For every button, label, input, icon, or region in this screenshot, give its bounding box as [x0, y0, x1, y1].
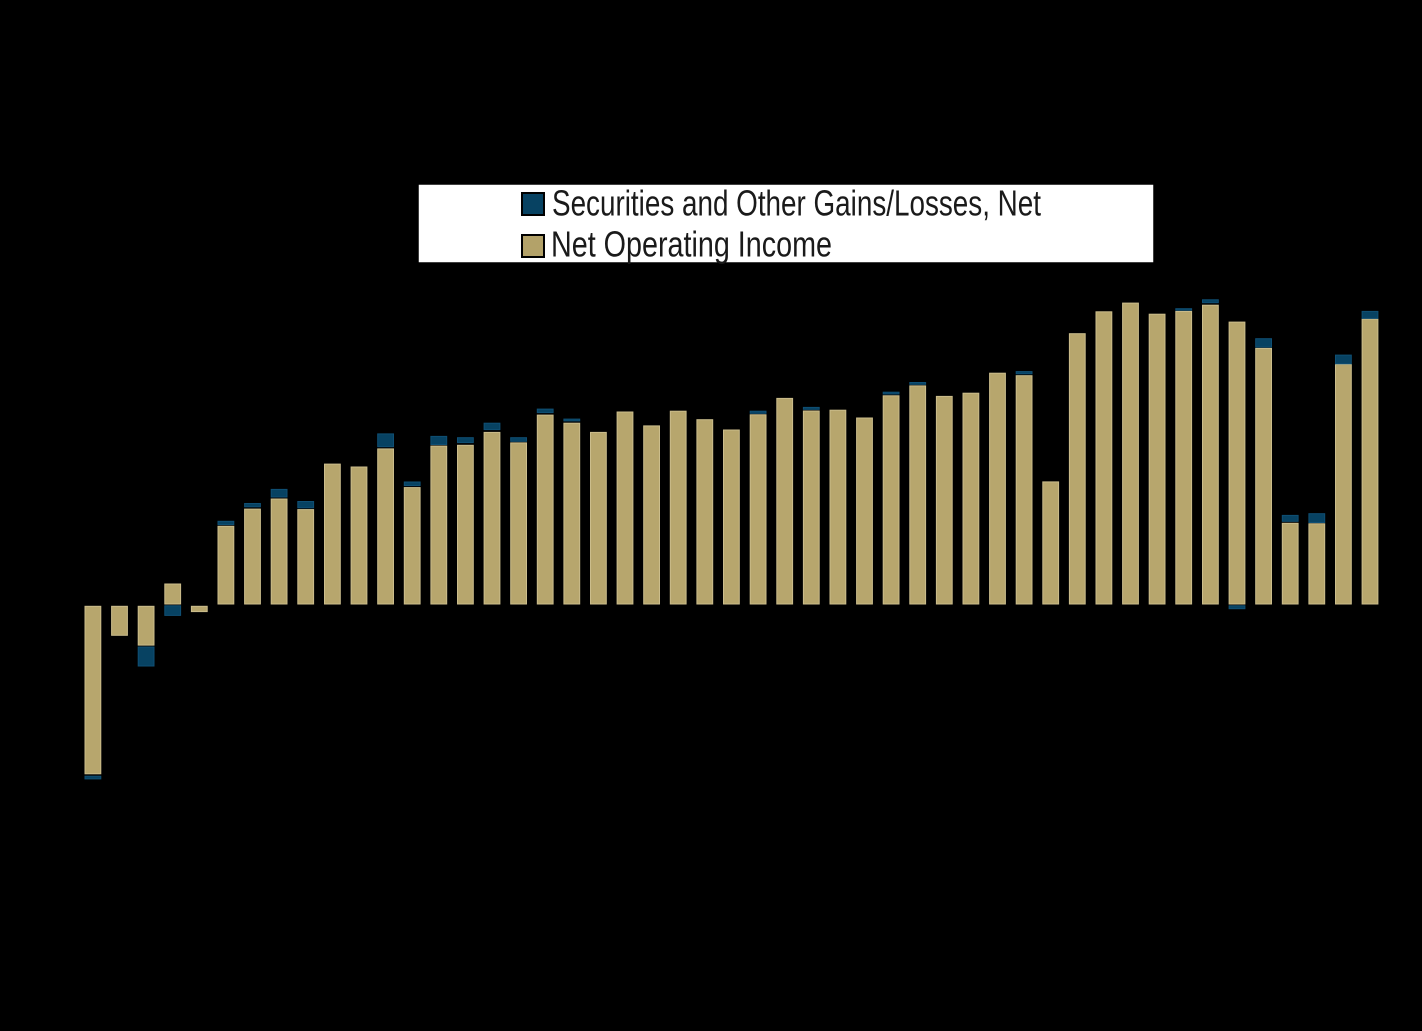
svg-text:Net Operating Income: Net Operating Income [551, 224, 832, 265]
svg-text:Securities and Other Gains/Los: Securities and Other Gains/Losses, Net [552, 183, 1041, 224]
